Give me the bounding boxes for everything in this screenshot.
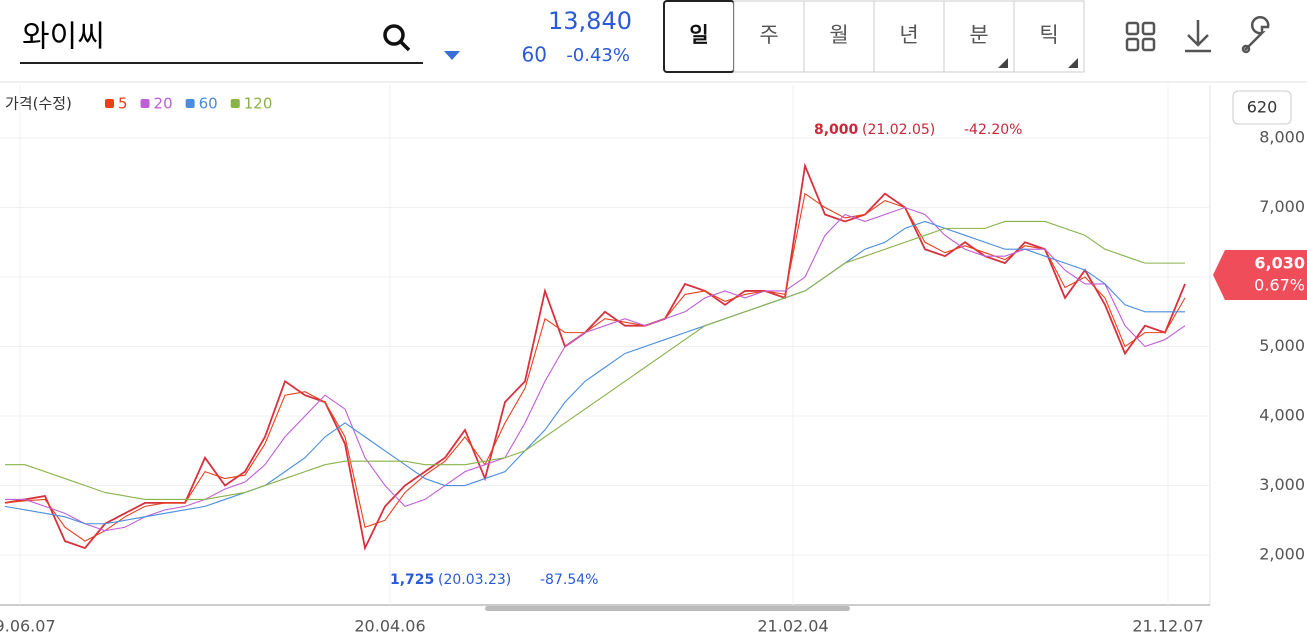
- tab-corner: [1068, 58, 1078, 68]
- legend-swatch: [105, 99, 114, 108]
- low-value: 1,725: [390, 572, 434, 588]
- ma-line: [5, 220, 1185, 500]
- legend-swatch: [185, 99, 195, 108]
- price-line: [4, 162, 1186, 551]
- search-text[interactable]: 와이씨: [22, 20, 105, 55]
- x-tick-label: 20.04.06: [354, 617, 425, 636]
- tab-label[interactable]: 틱: [1039, 23, 1058, 47]
- price-change: 60: [522, 43, 547, 67]
- low-date: (20.03.23): [438, 572, 511, 588]
- tab-label[interactable]: 주: [759, 23, 778, 47]
- x-tick-label: 21.02.04: [757, 617, 828, 636]
- legend-title: 가격(수정): [5, 95, 72, 113]
- scale-box[interactable]: [1232, 90, 1292, 125]
- tab-label[interactable]: 월: [829, 23, 848, 47]
- y-tick-label: 8,000: [1259, 128, 1305, 147]
- current-price: 13,840: [548, 7, 632, 35]
- dropdown-arrow[interactable]: [444, 51, 460, 60]
- current-price-tag: [1213, 249, 1307, 300]
- search-icon[interactable]: [383, 24, 411, 52]
- legend-label: 20: [154, 95, 173, 113]
- tab[interactable]: [943, 0, 1015, 73]
- y-tick-label: 3,000: [1259, 475, 1305, 494]
- tab-label[interactable]: 분: [969, 23, 988, 47]
- x-tick-label: 21.12.07: [1132, 617, 1203, 636]
- tab[interactable]: [803, 0, 875, 73]
- current-change-label: 0.67%: [1254, 275, 1305, 294]
- legend-label: 120: [244, 95, 273, 113]
- y-tick-label: 5,000: [1259, 336, 1305, 355]
- high-value: 8,000: [814, 122, 859, 138]
- scrollbar[interactable]: [485, 606, 850, 611]
- current-price-label: 6,030: [1254, 253, 1305, 272]
- layout-icon[interactable]: [1125, 21, 1156, 52]
- legend-swatch: [230, 99, 240, 108]
- y-tick-label: 7,000: [1259, 197, 1305, 216]
- y-tick-label: 2,000: [1259, 545, 1305, 564]
- tab-corner: [998, 58, 1008, 68]
- x-tick-label: 19.06.07: [0, 617, 56, 636]
- scale-box-label[interactable]: 620: [1247, 98, 1278, 117]
- ma-line: [4, 192, 1186, 542]
- high-date: (21.02.05): [862, 122, 935, 138]
- tab[interactable]: [1013, 0, 1085, 73]
- y-tick-label: 4,000: [1259, 406, 1305, 425]
- ma-line: [5, 206, 1186, 532]
- tab-label[interactable]: 일: [689, 23, 708, 47]
- low-change: -87.54%: [540, 572, 598, 588]
- legend-label: 5: [118, 95, 128, 113]
- download-icon[interactable]: [1185, 20, 1211, 53]
- legend-label: 60: [199, 95, 218, 113]
- settings-icon[interactable]: [1241, 15, 1270, 54]
- high-change: -42.20%: [964, 122, 1022, 138]
- price-change-pct: -0.43%: [566, 45, 630, 66]
- tab[interactable]: [733, 0, 805, 73]
- ma-line: [4, 220, 1185, 525]
- legend-swatch: [140, 99, 150, 108]
- tab-label[interactable]: 년: [899, 23, 918, 47]
- tab[interactable]: [873, 0, 945, 73]
